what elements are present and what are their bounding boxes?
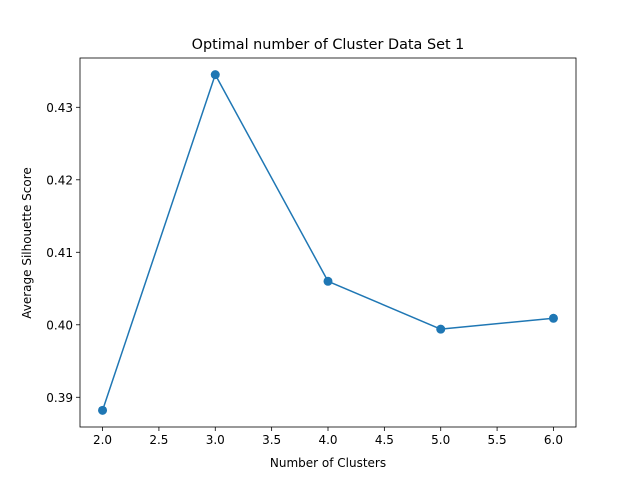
x-tick-label: 2.5 [149, 433, 168, 447]
x-tick-label: 4.0 [318, 433, 337, 447]
x-tick-label: 4.5 [375, 433, 394, 447]
x-tick-label: 3.0 [206, 433, 225, 447]
x-axis-label: Number of Clusters [270, 456, 386, 470]
y-tick-label: 0.42 [46, 173, 73, 187]
x-tick-label: 3.5 [262, 433, 281, 447]
x-tick-label: 2.0 [93, 433, 112, 447]
data-point [210, 70, 220, 80]
axes: 2.0 2.5 3.0 3.5 4.0 4.5 5.0 5.5 6.0 0.39 0.40 0.41 0… [46, 57, 577, 447]
data-point [98, 405, 108, 415]
y-tick-label: 0.39 [46, 391, 73, 405]
y-tick-label: 0.40 [46, 318, 73, 332]
y-tick-label: 0.41 [46, 246, 73, 260]
data-point [323, 276, 333, 286]
x-tick-label: 5.0 [431, 433, 450, 447]
y-axis-label: Average Silhouette Score [20, 167, 34, 319]
x-tick-label: 5.5 [488, 433, 507, 447]
x-tick-label: 6.0 [544, 433, 563, 447]
y-tick-label: 0.43 [46, 101, 73, 115]
plot-frame [79, 57, 577, 428]
chart-title: Optimal number of Cluster Data Set 1 [192, 37, 465, 53]
data-point [436, 324, 446, 334]
data-point [548, 313, 558, 323]
